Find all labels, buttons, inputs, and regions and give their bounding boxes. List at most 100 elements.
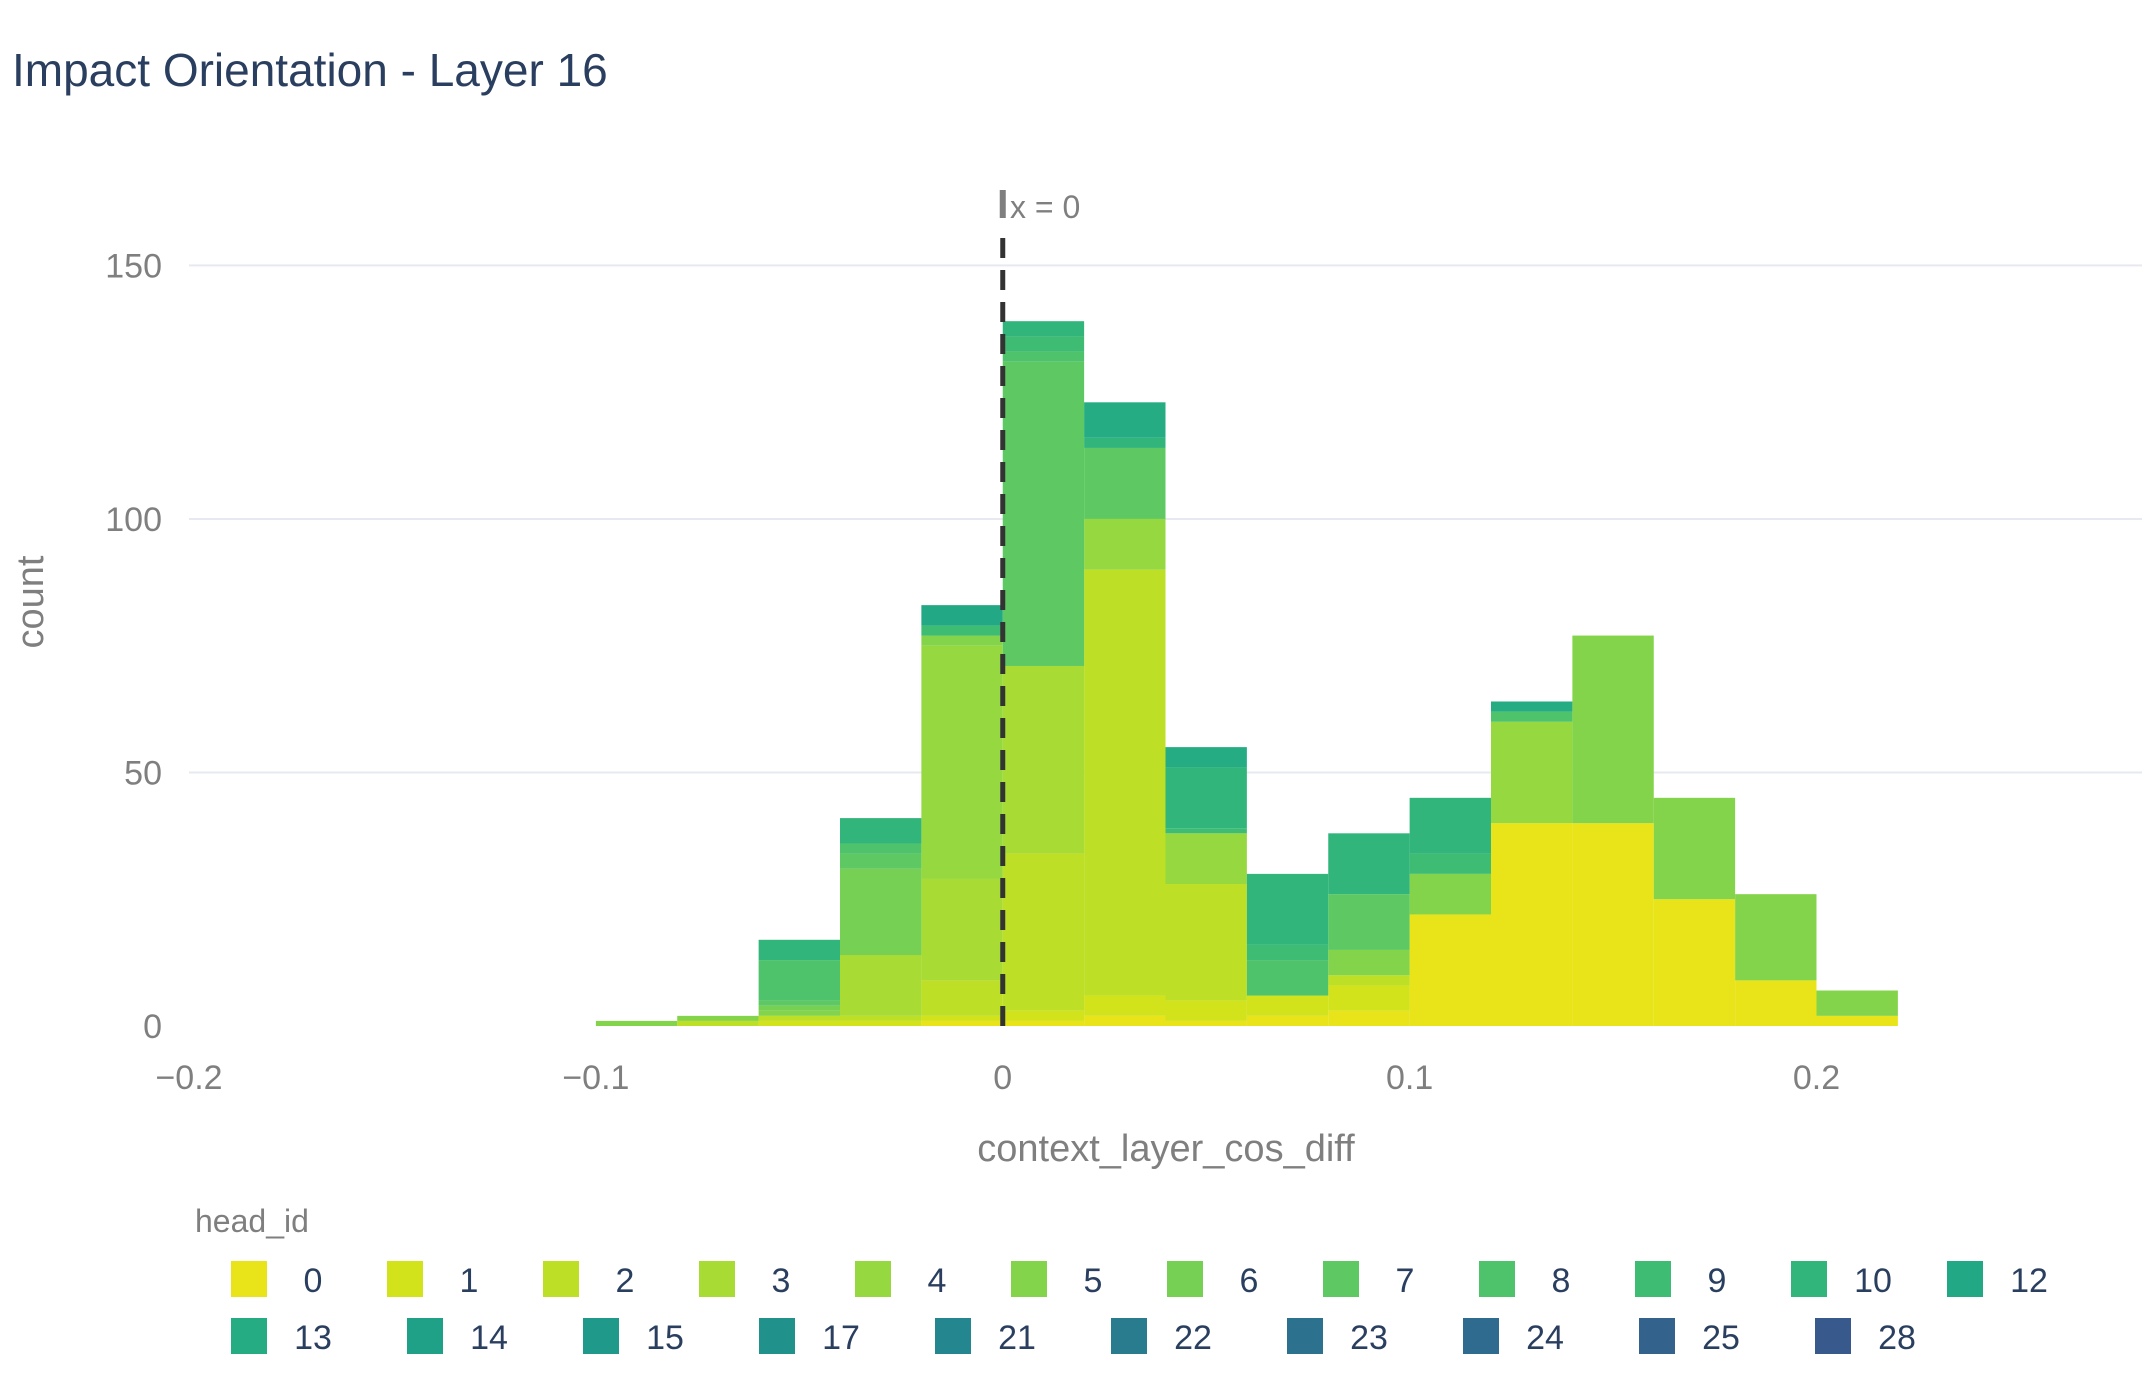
bar-head-5-bin-19 <box>1735 894 1817 981</box>
y-axis-label: count <box>10 555 52 648</box>
legend-item-6[interactable]: 6 <box>1167 1261 1258 1300</box>
bar-head-5-bin-14 <box>1328 949 1410 976</box>
bar-head-8-bin-13 <box>1246 960 1329 996</box>
bar-head-4-bin-11 <box>1084 518 1166 570</box>
x-tick-label: −0.1 <box>562 1059 629 1097</box>
bar-head-9-bin-13 <box>1246 944 1329 961</box>
legend-item-17[interactable]: 17 <box>759 1318 860 1357</box>
legend-label: 25 <box>1702 1319 1740 1357</box>
legend-swatch <box>387 1261 423 1297</box>
legend-item-1[interactable]: 1 <box>387 1261 478 1300</box>
legend-item-24[interactable]: 24 <box>1463 1318 1564 1357</box>
legend-item-13[interactable]: 13 <box>231 1318 332 1357</box>
bar-head-9-bin-9 <box>921 625 1003 636</box>
legend-label: 8 <box>1552 1262 1571 1300</box>
legend-item-15[interactable]: 15 <box>583 1318 684 1357</box>
legend-label: 4 <box>928 1262 947 1300</box>
bar-head-2-bin-8 <box>840 1015 922 1021</box>
legend-swatch <box>1815 1318 1851 1354</box>
bar-head-4-bin-9 <box>921 645 1003 879</box>
bar-head-7-bin-14 <box>1328 894 1410 950</box>
reference-line <box>999 190 1006 1026</box>
legend-item-28[interactable]: 28 <box>1815 1318 1916 1357</box>
bar-head-2-bin-6 <box>677 1020 759 1026</box>
bar-head-3-bin-10 <box>1002 665 1085 854</box>
legend-label: 0 <box>304 1262 323 1300</box>
bar-head-10-bin-12 <box>1165 767 1247 829</box>
bar-head-9-bin-15 <box>1409 853 1491 874</box>
legend-item-5[interactable]: 5 <box>1011 1261 1102 1300</box>
legend-item-25[interactable]: 25 <box>1639 1318 1740 1357</box>
bar-head-12-bin-9 <box>921 605 1003 626</box>
legend-item-4[interactable]: 4 <box>855 1261 946 1300</box>
legend-swatch <box>1479 1261 1515 1297</box>
bar-head-2-bin-9 <box>921 980 1003 1016</box>
legend-swatch <box>1011 1261 1047 1297</box>
legend-item-3[interactable]: 3 <box>699 1261 790 1300</box>
bar-head-8-bin-8 <box>840 843 922 854</box>
legend-swatch <box>1947 1261 1983 1297</box>
chart-title: Impact Orientation - Layer 16 <box>12 44 608 96</box>
bar-head-0-bin-18 <box>1653 899 1736 1026</box>
legend-item-23[interactable]: 23 <box>1287 1318 1388 1357</box>
bar-head-5-bin-17 <box>1572 635 1654 824</box>
legend-swatch <box>407 1318 443 1354</box>
legend-item-14[interactable]: 14 <box>407 1318 508 1357</box>
bar-head-6-bin-7 <box>758 1005 840 1011</box>
x-axis-label: context_layer_cos_diff <box>977 1128 1355 1170</box>
y-axis-ticks: 0 50 100 150 <box>105 247 162 1046</box>
legend-item-2[interactable]: 2 <box>543 1261 634 1300</box>
legend-label: 3 <box>772 1262 791 1300</box>
bar-head-0-bin-14 <box>1328 1010 1410 1026</box>
bar-head-10-bin-14 <box>1328 833 1410 895</box>
bar-head-0-bin-16 <box>1491 823 1573 1026</box>
legend-swatch <box>1323 1261 1359 1297</box>
bar-head-7-bin-8 <box>840 853 922 869</box>
legend-swatch <box>1111 1318 1147 1354</box>
legend-label: 14 <box>470 1319 508 1357</box>
bar-head-1-bin-7 <box>758 1020 840 1026</box>
legend-item-9[interactable]: 9 <box>1635 1261 1726 1300</box>
bar-head-5-bin-20 <box>1816 990 1898 1016</box>
legend-swatch <box>231 1261 267 1297</box>
bar-head-1-bin-14 <box>1328 985 1410 1011</box>
y-tick-label: 150 <box>105 247 162 285</box>
legend-item-22[interactable]: 22 <box>1111 1318 1212 1357</box>
bar-head-5-bin-7 <box>758 1010 840 1016</box>
legend-swatch <box>1287 1318 1323 1354</box>
legend-label: 17 <box>822 1319 860 1357</box>
bar-head-7-bin-11 <box>1084 447 1166 519</box>
bar-head-10-bin-10 <box>1002 321 1085 337</box>
x-tick-label: 0.2 <box>1793 1059 1840 1097</box>
annotation-marker <box>999 190 1006 218</box>
legend-item-8[interactable]: 8 <box>1479 1261 1570 1300</box>
legend-item-10[interactable]: 10 <box>1791 1261 1892 1300</box>
bar-head-10-bin-15 <box>1409 797 1491 854</box>
legend-swatch <box>759 1318 795 1354</box>
bar-head-8-bin-16 <box>1491 711 1573 722</box>
legend-swatch <box>543 1261 579 1297</box>
x-axis-ticks: −0.2 −0.1 0 0.1 0.2 <box>155 1059 1840 1097</box>
bar-head-0-bin-9 <box>921 1020 1003 1026</box>
x-tick-label: 0.1 <box>1386 1059 1433 1097</box>
legend-item-0[interactable]: 0 <box>231 1261 322 1300</box>
bar-head-8-bin-7 <box>758 960 840 1001</box>
bar-head-0-bin-20 <box>1816 1015 1898 1026</box>
y-tick-label: 100 <box>105 501 162 539</box>
legend-label: 7 <box>1396 1262 1415 1300</box>
legend-label: 15 <box>646 1319 684 1357</box>
legend-item-12[interactable]: 12 <box>1947 1261 2048 1300</box>
bar-head-9-bin-10 <box>1002 336 1085 352</box>
legend-item-7[interactable]: 7 <box>1323 1261 1414 1300</box>
bar-head-5-bin-15 <box>1409 873 1491 915</box>
bar-head-1-bin-9 <box>921 1015 1003 1021</box>
bar-head-4-bin-16 <box>1491 721 1573 824</box>
bar-head-0-bin-19 <box>1735 980 1817 1026</box>
legend-item-21[interactable]: 21 <box>935 1318 1036 1357</box>
x-tick-label: −0.2 <box>155 1059 222 1097</box>
legend-label: 22 <box>1174 1319 1212 1357</box>
bar-head-2-bin-7 <box>758 1015 840 1021</box>
legend-swatch <box>1463 1318 1499 1354</box>
